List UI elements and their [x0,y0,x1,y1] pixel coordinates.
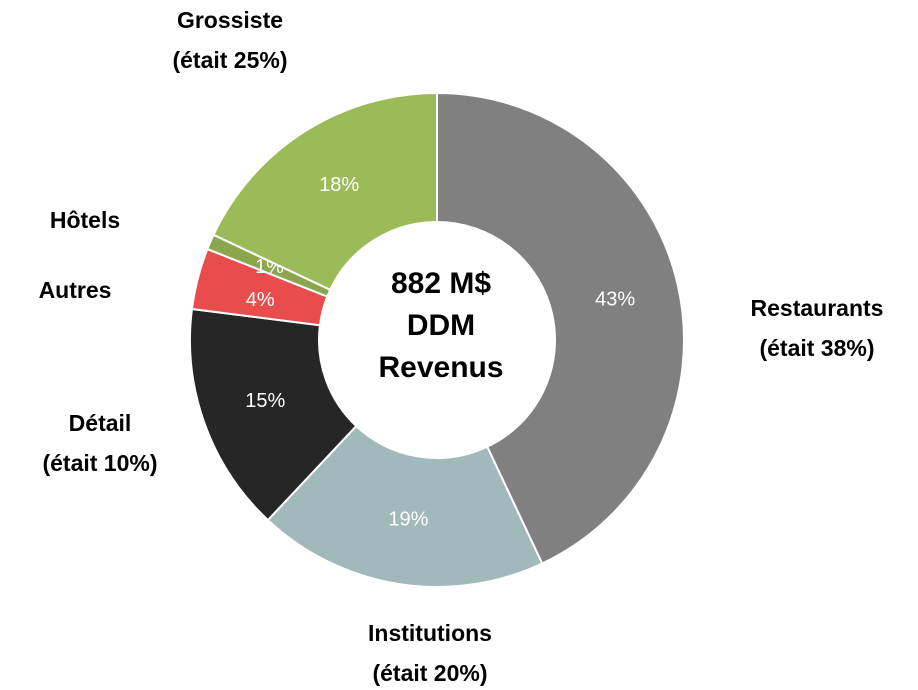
previous-share-label: (était 10%) [42,450,157,476]
category-label: Grossiste [177,7,283,33]
value-label: 4% [246,289,275,311]
donut-slice [266,424,544,588]
donut-slice [436,91,685,565]
donut-slice [189,307,358,522]
center-text: 882 M$ [391,267,491,300]
previous-share-label: (était 25%) [172,47,287,73]
value-label: 15% [245,390,285,412]
previous-share-label: (était 38%) [759,335,874,361]
category-label: Restaurants [751,295,884,321]
category-label: Détail [69,410,132,436]
value-label: 43% [595,288,635,310]
value-label: 19% [388,509,428,531]
category-label: Autres [39,277,112,303]
previous-share-label: (était 20%) [372,660,487,686]
category-label: Hôtels [50,207,120,233]
donut-slice [212,91,438,292]
center-text: Revenus [378,351,503,384]
value-label: 18% [319,174,359,196]
category-label: Institutions [368,620,492,646]
center-text: DDM [407,309,475,342]
